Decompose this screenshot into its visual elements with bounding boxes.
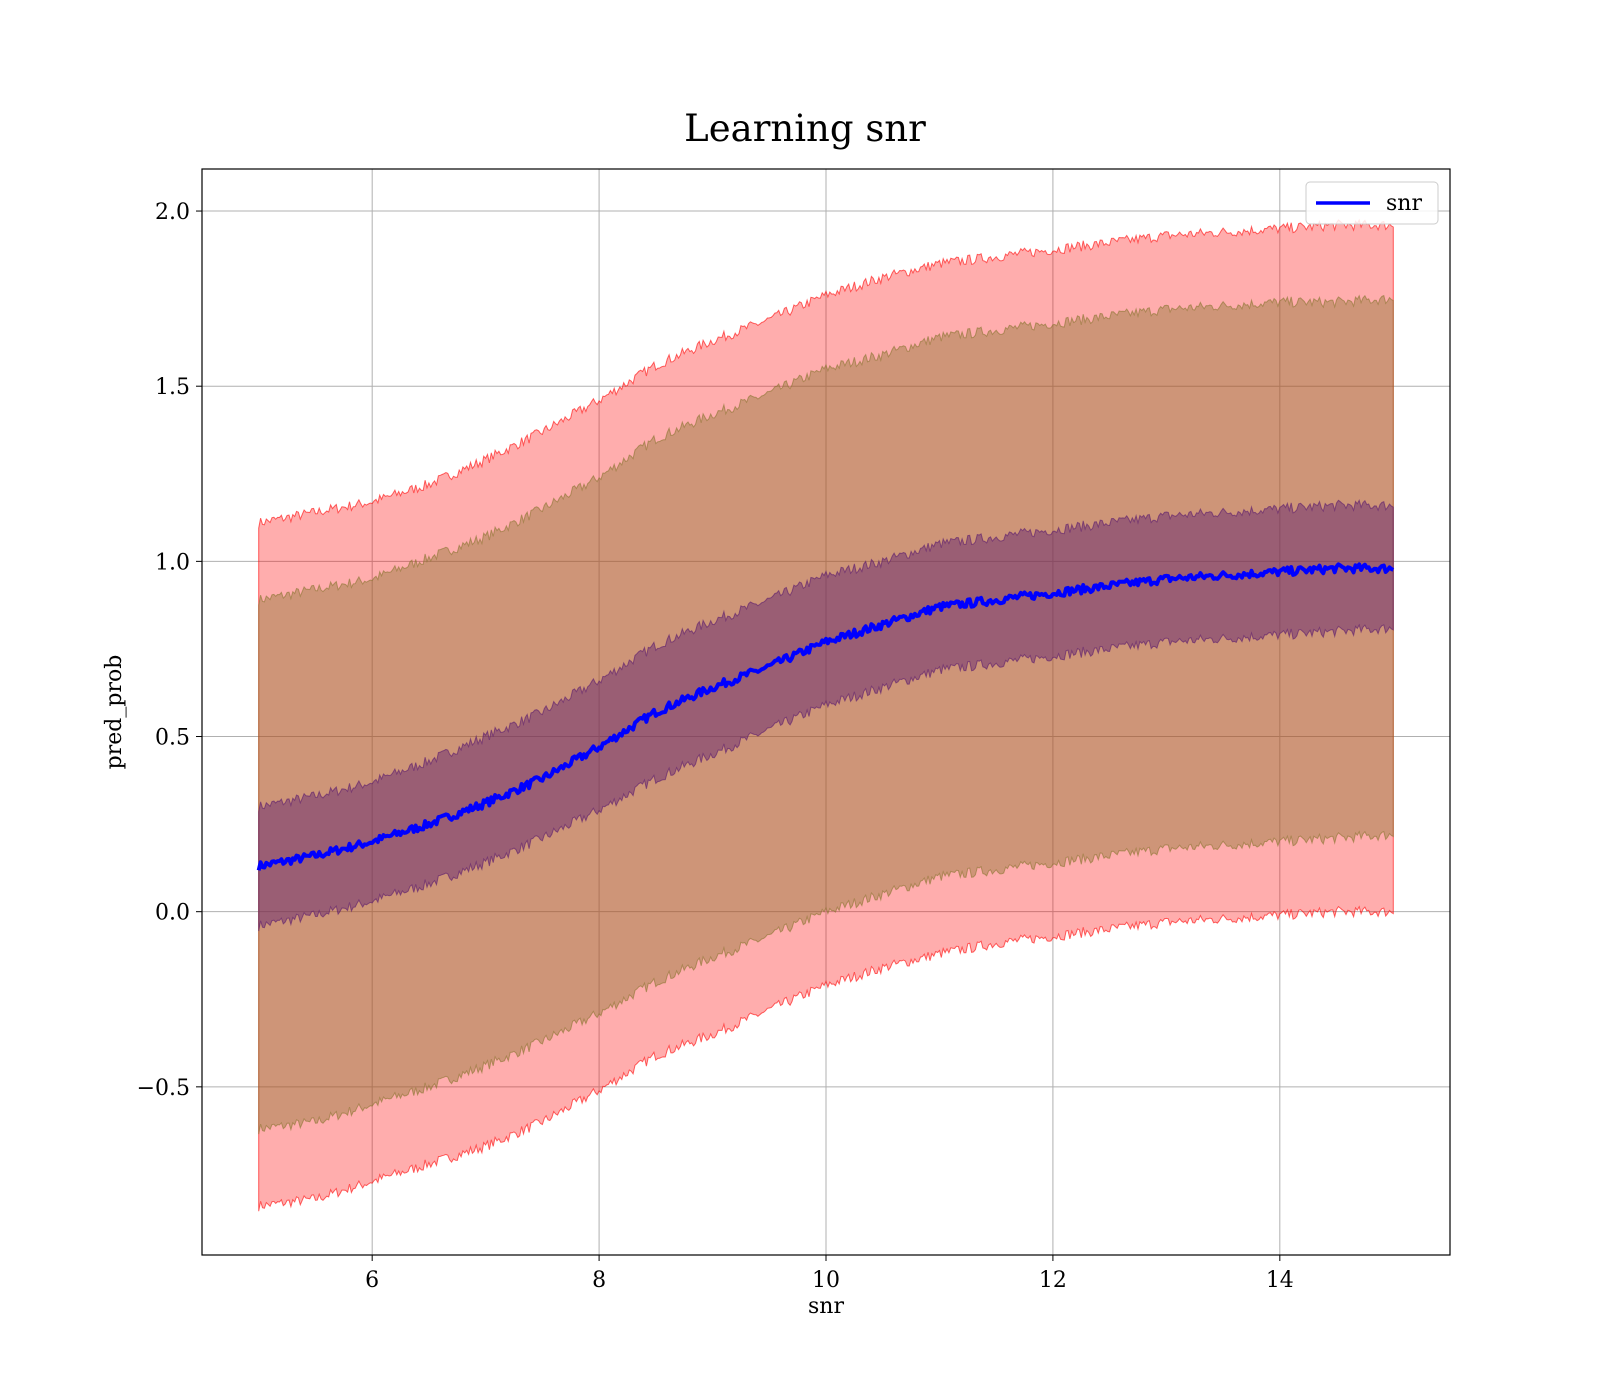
confidence-band-1 — [258, 218, 1394, 1212]
x-tick-label: 6 — [365, 1268, 379, 1293]
x-tick-label: 10 — [812, 1268, 840, 1293]
chart-title: Learning snr — [684, 107, 926, 150]
y-axis-label: pred_prob — [102, 655, 127, 770]
y-tick-label: 0.0 — [155, 901, 190, 926]
legend-box — [1305, 181, 1439, 225]
band-layer — [258, 218, 1394, 1212]
confidence-band-3 — [258, 498, 1394, 932]
series-layer — [256, 562, 1395, 871]
legend: snr — [1305, 181, 1439, 225]
series-line-snr — [256, 562, 1395, 871]
y-tick-label: 1.5 — [155, 375, 190, 400]
confidence-band-2 — [258, 294, 1394, 1135]
y-tick-label: 2.0 — [155, 200, 190, 225]
y-tick-label: 1.0 — [155, 550, 190, 575]
y-tick-label: −0.5 — [137, 1076, 190, 1101]
x-tick-label: 8 — [592, 1268, 606, 1293]
legend-label-snr: snr — [1386, 191, 1422, 216]
y-tick-label: 0.5 — [155, 726, 190, 751]
x-axis-label: snr — [808, 1294, 844, 1319]
tick-layer: 6 8 10 12 14 −0.5 0.0 0.5 1.0 1.5 2.0 — [137, 200, 1294, 1293]
x-tick-label: 14 — [1266, 1268, 1294, 1293]
x-tick-label: 12 — [1039, 1268, 1067, 1293]
